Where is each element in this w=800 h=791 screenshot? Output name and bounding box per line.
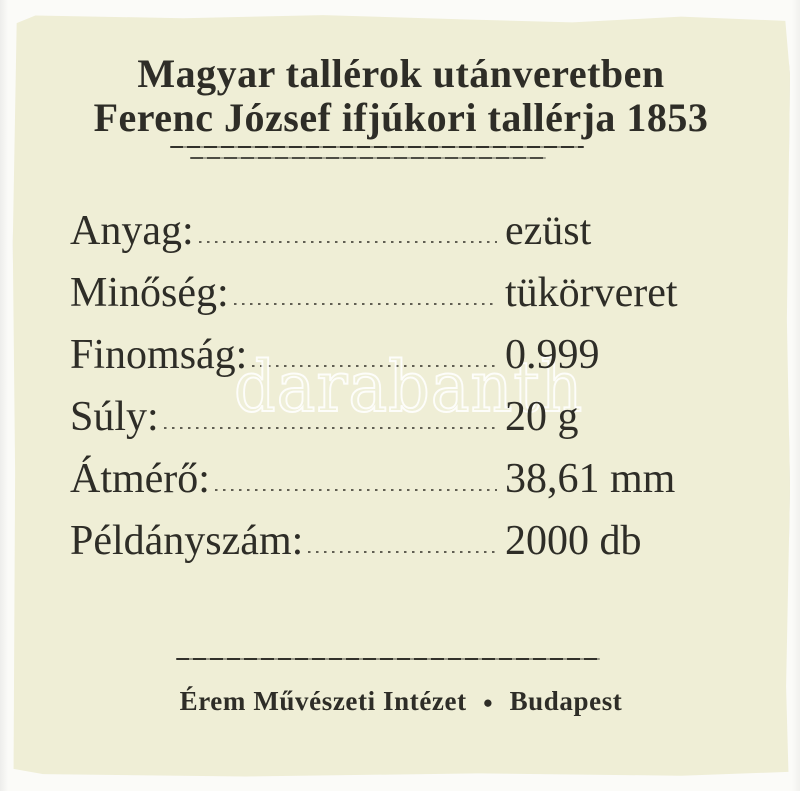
dotted-leader (214, 488, 497, 492)
dotted-leader (163, 426, 497, 430)
issuer-name: Érem Művészeti Intézet (179, 686, 467, 716)
spec-value: 0.999 (505, 332, 600, 378)
issuer-line: Érem Művészeti Intézet ● Budapest (13, 686, 790, 717)
spec-label: Példányszám: (70, 518, 304, 564)
title-divider-bottom (190, 157, 546, 159)
spec-label: Finomság: (70, 332, 248, 378)
dotted-leader (252, 364, 497, 368)
dotted-leader (198, 240, 497, 244)
certificate-card: Magyar tallérok utánveretben Ferenc Józs… (12, 15, 790, 777)
spec-value: 38,61 mm (505, 456, 676, 502)
title-divider-top (170, 146, 584, 148)
bullet-separator-icon: ● (482, 693, 494, 712)
spec-value: 20 g (505, 394, 579, 440)
footer-divider (176, 658, 600, 660)
spec-list: Anyag: ezüst Minőség: tükörveret Finomsá… (13, 200, 790, 572)
spec-row-mintage: Példányszám: 2000 db (13, 510, 790, 572)
issuer-city: Budapest (509, 686, 623, 716)
spec-row-weight: Súly: 20 g (13, 386, 790, 448)
spec-row-material: Anyag: ezüst (13, 200, 790, 262)
spec-row-quality: Minőség: tükörveret (13, 262, 790, 324)
spec-row-diameter: Átmérő: 38,61 mm (13, 448, 790, 510)
spec-row-fineness: Finomság: 0.999 (13, 324, 790, 386)
title-line-2: Ferenc József ifjúkori tallérja 1853 (93, 95, 709, 140)
certificate-title: Magyar tallérok utánveretben Ferenc Józs… (13, 51, 790, 140)
spec-label: Anyag: (70, 208, 194, 254)
spec-label: Átmérő: (70, 456, 210, 502)
dotted-leader (308, 550, 497, 554)
spec-value: ezüst (505, 208, 592, 254)
title-line-1: Magyar tallérok utánveretben (137, 51, 665, 96)
spec-value: 2000 db (505, 518, 642, 564)
spec-label: Súly: (70, 394, 159, 440)
spec-value: tükörveret (505, 270, 678, 316)
spec-label: Minőség: (70, 270, 229, 316)
dotted-leader (233, 302, 497, 306)
